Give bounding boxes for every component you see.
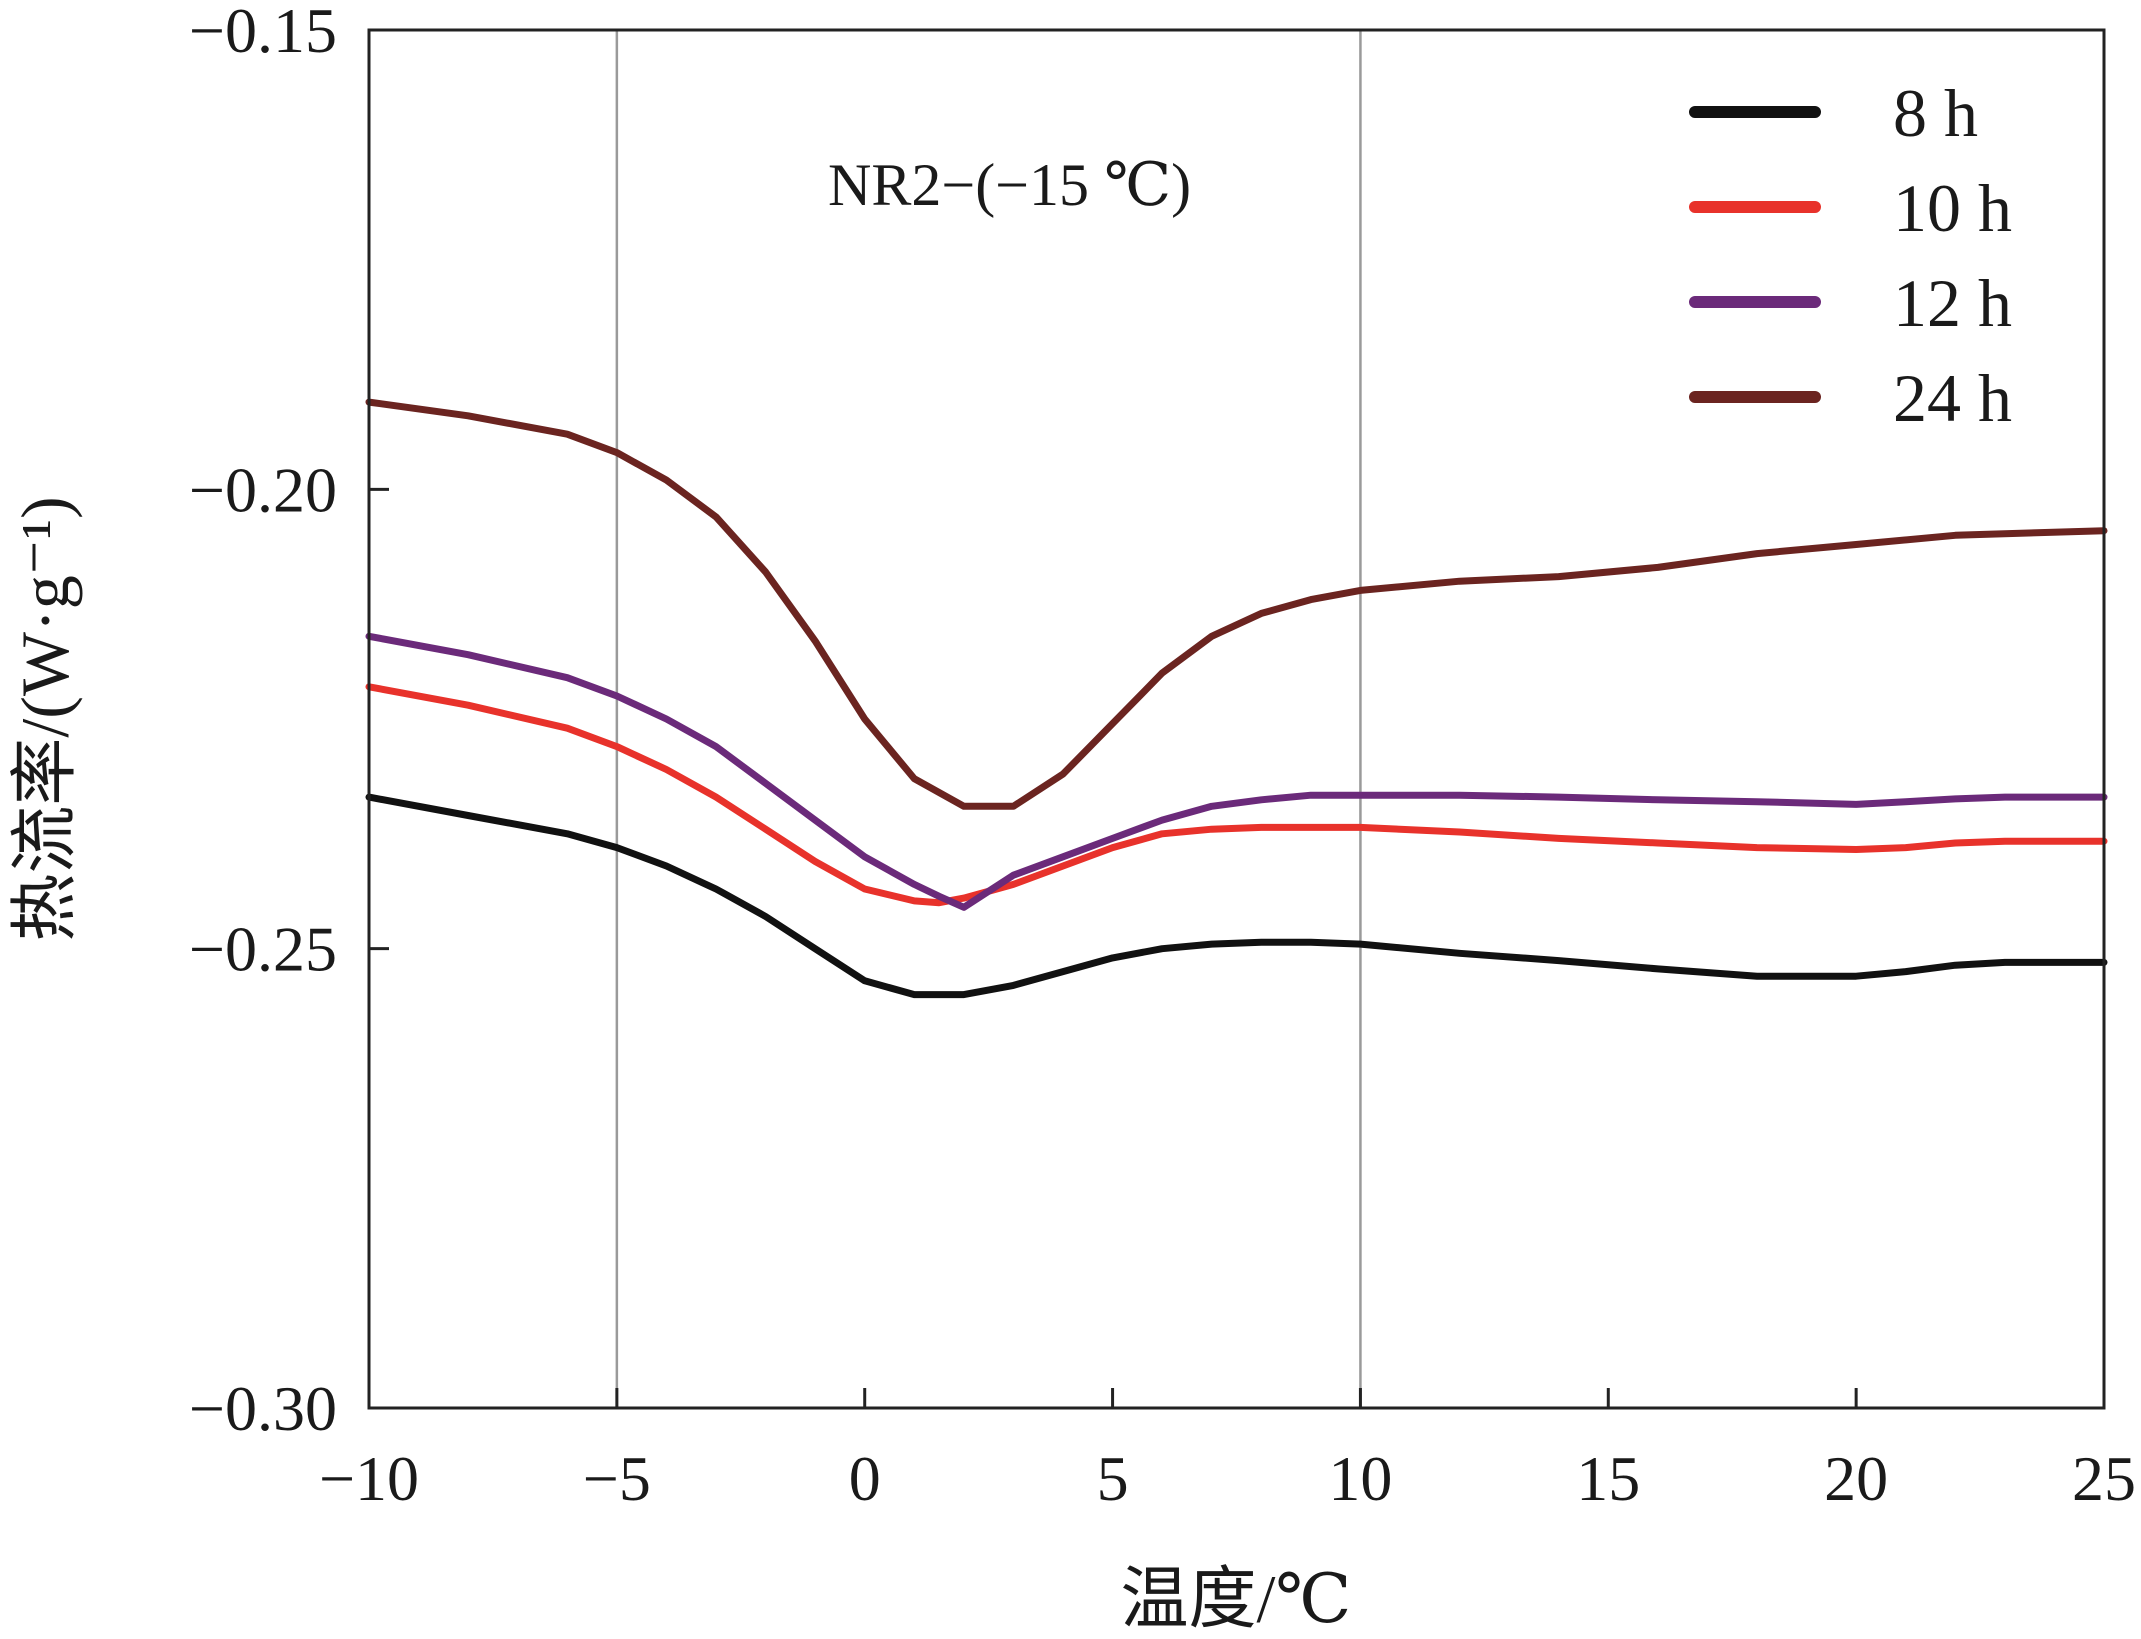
legend-label: 12 h xyxy=(1893,265,2012,341)
legend-label: 24 h xyxy=(1893,360,2012,436)
y-tick-label: −0.20 xyxy=(189,454,337,525)
x-tick-label: 25 xyxy=(2072,1443,2136,1514)
x-tick-label: −10 xyxy=(319,1443,419,1514)
y-tick-label: −0.30 xyxy=(189,1373,337,1444)
x-tick-label: 20 xyxy=(1824,1443,1888,1514)
legend: 8 h 10 h 12 h 24 h xyxy=(1689,75,2012,436)
x-axis: −10 −5 0 5 10 15 20 25 xyxy=(319,1388,2136,1514)
legend-label: 8 h xyxy=(1893,75,1978,151)
plot-frame xyxy=(367,28,2106,1410)
x-tick-label: 0 xyxy=(849,1443,881,1514)
x-tick-label: 10 xyxy=(1328,1443,1392,1514)
series-line xyxy=(365,793,2108,999)
y-tick-label: −0.25 xyxy=(189,914,337,985)
series-line xyxy=(365,398,2108,810)
plot-area xyxy=(369,30,2104,1408)
series-line xyxy=(365,683,2108,907)
legend-label: 10 h xyxy=(1893,170,2012,246)
y-axis-title: 热流率/(W·g⁻¹) xyxy=(7,496,83,941)
chart-annotation: NR2−(−15 ℃) xyxy=(828,152,1191,218)
series-line xyxy=(365,632,2108,911)
x-axis-title: 温度/℃ xyxy=(1121,1561,1352,1637)
x-tick-label: −5 xyxy=(583,1443,651,1514)
x-tick-label: 15 xyxy=(1576,1443,1640,1514)
y-axis: −0.15 −0.20 −0.25 −0.30 xyxy=(189,0,389,1444)
reference-lines xyxy=(615,30,1362,1408)
series-layer xyxy=(365,398,2108,999)
y-tick-label: −0.15 xyxy=(189,0,337,66)
x-tick-label: 5 xyxy=(1097,1443,1129,1514)
